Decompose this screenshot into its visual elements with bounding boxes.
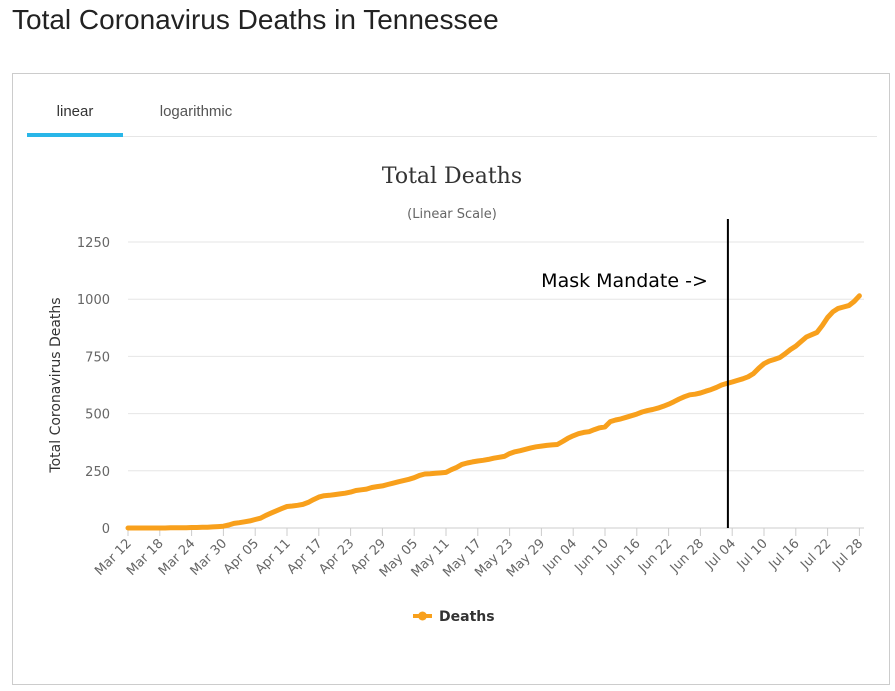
y-tick-label: 250 [85,465,110,480]
x-tick-label: Jun 04 [540,536,580,576]
tab-linear[interactable]: linear [56,103,94,120]
y-tick-label: 0 [102,522,110,537]
y-tick-label: 1000 [77,293,110,308]
x-tick-label: Jul 04 [702,536,739,573]
x-tick-label: Jul 22 [797,536,834,573]
x-tick-label: Jul 16 [766,536,803,573]
chart-title: Total Deaths [382,164,522,189]
scale-tabs: linear logarithmic [27,74,877,137]
active-tab-indicator [27,133,123,137]
x-tick-label: Jun 10 [572,536,612,576]
page-title: Total Coronavirus Deaths in Tennessee [12,4,499,35]
x-tick-label: Jun 28 [667,536,707,576]
legend-marker-symbol [418,611,427,621]
x-tick-label: Jun 16 [603,536,643,576]
chart-subtitle: (Linear Scale) [407,207,497,222]
y-tick-label: 750 [85,350,110,365]
legend-label: Deaths [439,609,495,625]
mask-mandate-label: Mask Mandate -> [541,270,708,292]
y-tick-label: 500 [85,408,110,423]
x-tick-label: Jun 22 [635,536,675,576]
x-tick-label: Jul 10 [734,536,771,573]
series-line-deaths[interactable] [125,293,862,531]
y-tick-label: 1250 [77,236,110,251]
tab-logarithmic[interactable]: logarithmic [159,103,233,120]
x-tick-label: Jul 28 [829,536,866,573]
legend-item-deaths[interactable]: Deaths [413,609,495,625]
y-axis-label: Total Coronavirus Deaths [48,297,64,473]
